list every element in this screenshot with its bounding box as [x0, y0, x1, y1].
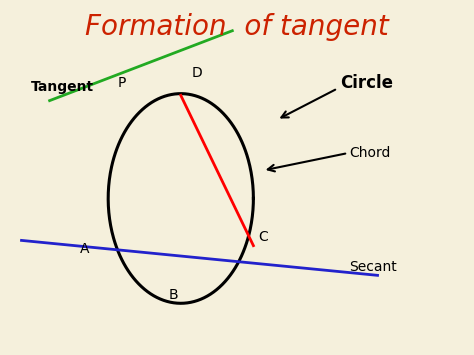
- Text: C: C: [258, 230, 268, 244]
- Text: D: D: [192, 66, 202, 80]
- Text: Tangent: Tangent: [31, 80, 94, 94]
- Text: P: P: [118, 76, 127, 90]
- Text: Chord: Chord: [349, 146, 391, 160]
- Text: B: B: [169, 288, 179, 301]
- Text: A: A: [80, 242, 90, 256]
- Text: Formation  of tangent: Formation of tangent: [85, 13, 389, 41]
- Text: Secant: Secant: [349, 260, 397, 274]
- Text: Circle: Circle: [340, 74, 393, 92]
